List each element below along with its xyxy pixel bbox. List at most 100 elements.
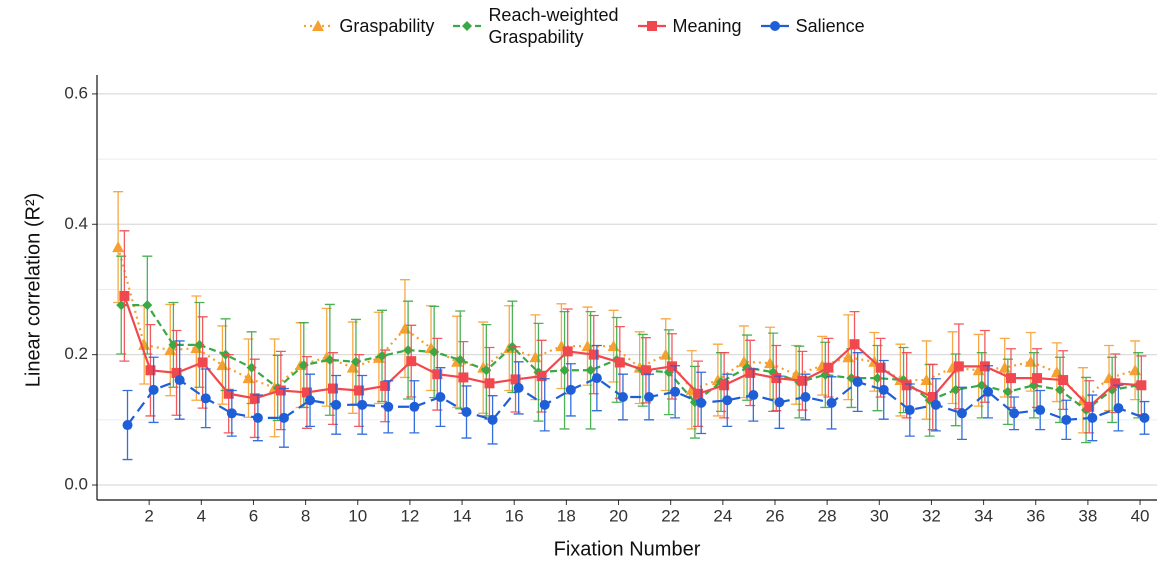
x-axis-label: Fixation Number <box>554 538 701 560</box>
marker <box>693 388 704 399</box>
marker <box>312 20 325 31</box>
marker <box>461 407 472 418</box>
marker <box>956 408 967 419</box>
marker <box>953 361 964 372</box>
marker <box>849 339 860 350</box>
marker <box>1024 355 1037 367</box>
legend-item: Meaning <box>637 15 742 37</box>
x-tick-label: 22 <box>661 506 680 525</box>
x-tick-label: 6 <box>249 506 258 525</box>
marker <box>197 357 208 368</box>
marker <box>380 380 391 391</box>
x-tick-label: 26 <box>766 506 785 525</box>
legend-icon <box>304 20 333 31</box>
marker <box>1035 405 1046 416</box>
marker <box>670 386 681 397</box>
marker <box>878 384 889 395</box>
marker <box>1113 403 1124 414</box>
marker <box>529 351 542 363</box>
marker <box>406 356 417 367</box>
series <box>122 340 1150 461</box>
marker <box>745 367 756 378</box>
x-tick-label: 16 <box>505 506 524 525</box>
marker <box>148 384 159 395</box>
legend-item: Reach-weighted Graspability <box>452 4 619 48</box>
marker <box>1087 412 1098 423</box>
marker <box>513 382 524 393</box>
marker <box>826 397 837 408</box>
marker <box>331 399 342 410</box>
marker <box>748 390 759 401</box>
marker <box>617 392 628 403</box>
marker <box>1129 364 1142 376</box>
x-tick-label: 8 <box>301 506 310 525</box>
marker <box>1110 378 1121 389</box>
x-tick-label: 38 <box>1078 506 1097 525</box>
series <box>112 191 1142 438</box>
x-tick-label: 2 <box>144 506 153 525</box>
marker <box>510 374 521 385</box>
y-tick-label: 0.6 <box>64 83 88 102</box>
marker <box>357 399 368 410</box>
marker <box>487 414 498 425</box>
marker <box>484 378 495 389</box>
marker <box>565 384 576 395</box>
marker <box>640 365 651 376</box>
x-tick-label: 14 <box>453 506 472 525</box>
legend-icon <box>453 21 482 31</box>
marker <box>435 392 446 403</box>
marker <box>536 371 547 382</box>
marker <box>354 385 365 396</box>
marker <box>327 383 338 394</box>
marker <box>904 405 915 416</box>
marker <box>1058 375 1069 386</box>
legend: Graspability Reach-weighted Graspability M… <box>0 4 1168 48</box>
marker <box>142 300 153 311</box>
marker <box>1009 408 1020 419</box>
marker <box>979 361 990 372</box>
x-tick-label: 28 <box>818 506 837 525</box>
marker <box>769 21 780 31</box>
marker <box>666 361 677 372</box>
marker <box>383 401 394 412</box>
marker <box>983 386 994 397</box>
marker <box>119 290 130 301</box>
x-tick-label: 34 <box>974 506 993 525</box>
marker <box>644 392 655 403</box>
marker <box>719 380 730 391</box>
legend-label: Meaning <box>672 16 742 36</box>
marker <box>1084 401 1095 412</box>
marker <box>852 377 863 388</box>
marker <box>252 412 263 423</box>
series-line <box>117 246 1136 402</box>
x-tick-label: 32 <box>922 506 941 525</box>
marker <box>800 392 811 403</box>
marker <box>145 365 156 376</box>
marker <box>305 395 316 406</box>
x-tick-label: 36 <box>1026 506 1045 525</box>
marker <box>223 388 234 399</box>
marker <box>539 399 550 410</box>
legend-item: Salience <box>760 15 865 37</box>
marker <box>1061 414 1072 425</box>
y-axis-label: Linear correlation (R²) <box>22 193 44 388</box>
marker <box>301 387 312 398</box>
marker <box>930 399 941 410</box>
marker <box>614 357 625 368</box>
marker <box>122 420 133 431</box>
marker <box>823 362 834 373</box>
marker <box>797 375 808 386</box>
marker <box>591 373 602 384</box>
marker <box>275 385 286 396</box>
marker <box>875 362 886 373</box>
marker <box>174 375 185 386</box>
marker <box>242 372 255 384</box>
series <box>119 230 1147 439</box>
marker <box>1139 412 1150 423</box>
series-line <box>123 295 1142 409</box>
marker <box>432 369 443 380</box>
marker <box>171 367 182 378</box>
marker <box>278 412 289 423</box>
